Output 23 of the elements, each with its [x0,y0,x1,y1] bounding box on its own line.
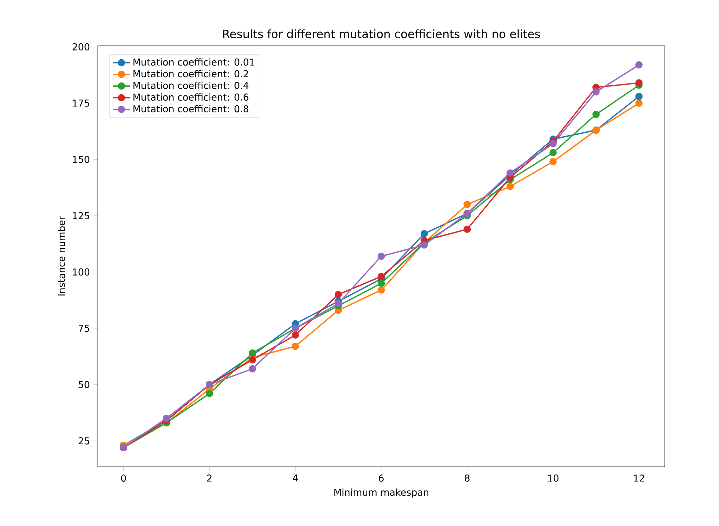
x-tick-label: 4 [293,474,298,482]
legend-label: Mutation coefficient: 0.4 [134,82,249,90]
x-tick-label: 12 [634,474,644,482]
y-tick-label: 75 [78,325,90,332]
x-tick-label: 2 [207,474,212,482]
y-axis-title: Instance number [58,216,66,296]
x-axis-title: Minimum makespan [334,488,429,498]
y-tick-label: 100 [73,268,90,276]
y-tick-label: 200 [72,44,90,51]
chart-title: Results for different mutation coefficients with no elites [223,30,540,38]
y-tick-label: 25 [78,438,90,445]
legend-label: Mutation coefficient: 0.8 [134,105,249,113]
y-tick-label: 175 [73,100,90,107]
legend-label: Mutation coefficient: 0.01 [134,58,254,66]
legend-label: Mutation coefficient: 0.2 [134,70,248,78]
y-tick-label: 150 [73,156,90,164]
x-tick-label: 8 [465,474,470,482]
x-tick-label: 10 [548,474,559,482]
y-tick-label: 50 [78,381,90,388]
x-tick-label: 0 [121,474,126,482]
legend-label: Mutation coefficient: 0.6 [134,94,249,101]
y-tick-label: 125 [73,212,90,220]
x-tick-label: 6 [379,474,384,482]
